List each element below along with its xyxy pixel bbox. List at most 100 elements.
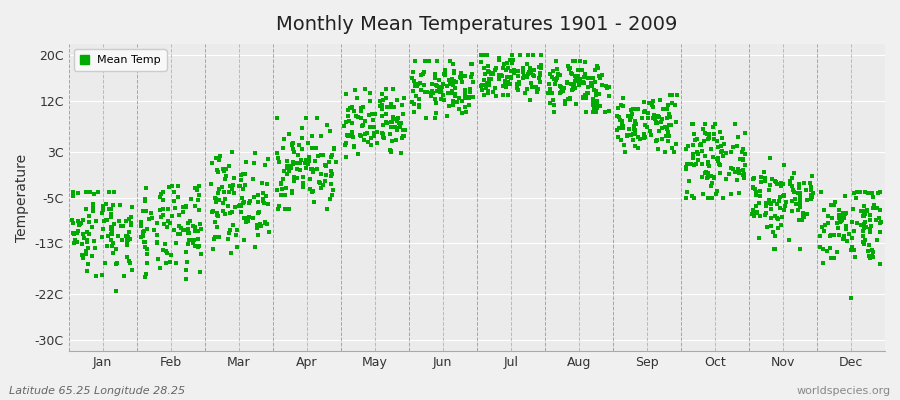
Point [410,81,425,88]
Point [516,69,530,76]
Point [248,150,262,157]
Point [750,209,764,215]
Point [633,136,647,142]
Point [679,146,693,153]
Point [785,208,799,214]
Point [223,210,238,217]
Point [66,189,80,195]
Point [550,75,564,81]
Point [270,150,284,157]
Point [502,56,517,63]
Point [793,189,807,196]
Point [395,102,410,108]
Point [777,161,791,168]
Point [165,213,179,219]
Point [857,241,871,247]
Point [706,124,720,130]
Point [687,161,701,168]
Point [504,56,518,63]
Point [616,121,630,127]
Point [428,71,442,78]
Point [549,76,563,83]
Point [233,177,248,184]
Point [280,170,294,177]
Point [533,72,547,78]
Point [637,134,652,141]
Point [499,81,513,88]
Point [577,59,591,65]
Point [504,68,518,74]
Point [338,142,353,148]
Point [697,138,711,144]
Point [171,183,185,189]
Point [105,243,120,249]
Point [590,97,604,104]
Point [269,150,284,156]
Point [716,148,730,154]
Point [412,104,427,110]
Point [505,52,519,58]
Point [556,88,571,94]
Point [383,100,398,107]
Point [871,215,886,221]
Point [758,175,772,181]
Point [777,192,791,198]
Point [689,161,704,167]
Point [591,90,606,97]
Point [847,228,861,234]
Point [701,194,716,201]
Point [395,134,410,141]
Point [391,97,405,103]
Point [562,66,576,72]
Point [777,207,791,214]
Point [73,221,87,227]
Point [836,235,850,242]
Point [368,111,382,117]
Point [327,146,341,152]
Point [595,72,609,78]
Point [837,232,851,239]
Point [76,235,91,241]
Point [610,113,625,119]
Point [225,186,239,192]
Point [865,253,879,260]
Point [458,104,473,110]
Point [138,239,152,246]
Point [662,133,676,140]
Point [274,186,289,192]
Point [818,222,832,228]
Point [824,202,838,208]
Point [839,226,853,232]
Point [731,166,745,173]
Point [788,200,803,207]
Point [70,218,85,224]
Point [664,92,679,98]
Point [725,166,740,172]
Point [613,117,627,124]
Point [644,102,659,108]
Point [592,75,607,82]
Point [370,129,384,135]
Point [579,109,593,115]
Point [630,106,644,113]
Point [396,133,410,139]
Point [844,295,859,301]
Point [104,211,118,217]
Point [626,106,641,113]
Point [219,211,233,217]
Point [279,165,293,171]
Point [823,245,837,252]
Point [210,212,224,218]
Point [627,143,642,150]
Point [793,200,807,206]
Point [566,82,580,88]
Point [166,226,181,233]
Point [516,65,530,72]
Point [104,226,119,233]
Point [486,89,500,96]
Point [710,188,724,195]
Point [458,86,473,93]
Point [144,214,158,221]
Point [410,83,424,89]
Point [544,74,559,81]
